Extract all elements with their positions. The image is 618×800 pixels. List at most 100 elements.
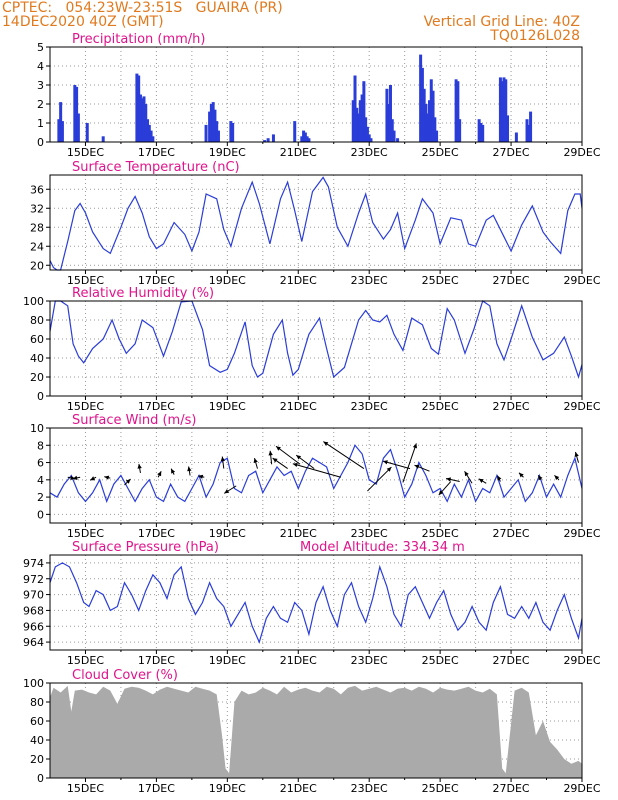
humidity-xtick-label: 21DEC: [280, 400, 317, 413]
wind-title: Surface Wind (m/s): [72, 413, 196, 428]
precipitation-bar: [385, 88, 389, 142]
temperature-xtick-label: 15DEC: [67, 274, 104, 287]
wind-arrow-shaft: [323, 441, 365, 470]
wind-arrow-head: [171, 468, 176, 474]
precipitation-bar: [529, 111, 533, 142]
cloud-cover-xtick-label: 23DEC: [351, 782, 388, 795]
precipitation-bar: [358, 100, 362, 142]
precipitation-bar: [422, 88, 426, 142]
humidity-xtick-label: 27DEC: [493, 400, 530, 413]
precipitation-bar: [357, 113, 361, 142]
humidity-xtick-label: 23DEC: [351, 400, 388, 413]
wind-arrow-head: [497, 475, 502, 481]
precipitation-bar: [431, 90, 435, 142]
temperature-xtick-label: 29DEC: [563, 274, 600, 287]
pressure-xtick-label: 17DEC: [138, 654, 175, 667]
humidity-series-line: [49, 300, 583, 380]
precipitation-bar: [506, 115, 510, 142]
wind-xtick-label: 21DEC: [280, 527, 317, 540]
wind-xtick-label: 25DEC: [422, 527, 459, 540]
wind-arrow-head: [272, 458, 278, 463]
wind-arrow-head: [125, 479, 131, 484]
precipitation-bar: [364, 117, 368, 142]
precipitation-bar: [360, 94, 364, 142]
precipitation-bar: [215, 121, 219, 142]
wind-arrow-shaft: [275, 445, 301, 465]
pressure-xtick-label: 25DEC: [422, 654, 459, 667]
wind-arrow-head: [438, 490, 444, 495]
header-model-code: TQ0126L028: [490, 28, 580, 44]
precipitation-bar: [433, 117, 437, 142]
precipitation-bar: [525, 119, 529, 142]
precipitation-bar: [504, 79, 508, 142]
wind-arrow-head: [478, 478, 484, 483]
precipitation-bar: [149, 130, 153, 142]
precipitation-bar: [140, 98, 144, 142]
pressure-ytick-label: 964: [23, 636, 44, 649]
precipitation-bar: [458, 119, 462, 142]
pressure-ytick-label: 972: [23, 573, 44, 586]
precipitation-bar: [388, 85, 392, 142]
cloud-cover-title: Cloud Cover (%): [72, 668, 178, 683]
humidity-xtick-label: 17DEC: [138, 400, 175, 413]
precipitation-bar: [429, 79, 433, 142]
precipitation-bar: [367, 134, 371, 142]
cloud-cover-xtick-label: 29DEC: [563, 782, 600, 795]
header-grid-line: Vertical Grid Line: 40Z: [423, 14, 580, 30]
humidity-frame: [49, 300, 583, 397]
precipitation-bar: [135, 73, 139, 142]
precipitation-bar: [477, 119, 481, 142]
cloud-cover-ytick-label: 20: [30, 753, 44, 766]
pressure-series-line: [49, 562, 583, 644]
precipitation-ytick-label: 1: [37, 117, 44, 130]
precipitation-bar: [355, 107, 359, 142]
pressure-frame: [49, 554, 583, 651]
precipitation-bar: [144, 104, 148, 142]
wind-xtick-label: 23DEC: [351, 527, 388, 540]
precipitation-bar: [305, 136, 309, 142]
wind-arrow-shaft: [382, 460, 411, 470]
cloud-cover-xtick-label: 19DEC: [209, 782, 246, 795]
header-date: 14DEC2020 40Z (GMT): [2, 14, 164, 30]
wind-arrow-head: [414, 464, 420, 469]
precipitation-bar: [213, 109, 217, 142]
wind-arrow-head: [574, 452, 579, 457]
precipitation-bar: [500, 81, 504, 142]
pressure-xtick-label: 29DEC: [563, 654, 600, 667]
precipitation-bar: [263, 140, 267, 142]
cloud-cover-frame: [49, 682, 583, 779]
precipitation-bar: [454, 79, 458, 142]
humidity-xtick-label: 19DEC: [209, 400, 246, 413]
wind-arrow-head: [220, 456, 225, 462]
precipitation-bar: [424, 104, 428, 142]
precipitation-ytick-label: 2: [37, 98, 44, 111]
temperature-xtick-label: 27DEC: [493, 274, 530, 287]
wind-arrow-shaft: [402, 443, 417, 483]
temperature-frame: [49, 174, 583, 271]
precipitation-ytick-label: 5: [37, 41, 44, 54]
precipitation-bar: [76, 113, 80, 142]
humidity-ytick-label: 40: [30, 352, 44, 365]
precipitation-bar: [369, 138, 373, 142]
precipitation-bar: [211, 102, 215, 142]
wind-arrow-head: [464, 471, 469, 477]
precipitation-bar: [303, 132, 307, 142]
precipitation-bar: [216, 130, 220, 142]
precipitation-bar: [514, 132, 518, 142]
precipitation-bar: [137, 75, 141, 142]
precipitation-bar: [307, 138, 311, 142]
wind-xtick-label: 27DEC: [493, 527, 530, 540]
wind-xtick-label: 29DEC: [563, 527, 600, 540]
precipitation-bar: [479, 123, 483, 142]
cloud-cover-area: [50, 685, 582, 778]
precipitation-bar: [365, 126, 369, 142]
precipitation-bar: [231, 123, 235, 142]
precipitation-bar: [229, 121, 233, 142]
precipitation-bar: [57, 119, 61, 142]
pressure-ytick-label: 970: [23, 589, 44, 602]
humidity-xtick-label: 15DEC: [67, 400, 104, 413]
pressure-annotation: Model Altitude: 334.34 m: [300, 540, 465, 555]
temperature-xtick-label: 17DEC: [138, 274, 175, 287]
precipitation-bar: [59, 102, 63, 142]
